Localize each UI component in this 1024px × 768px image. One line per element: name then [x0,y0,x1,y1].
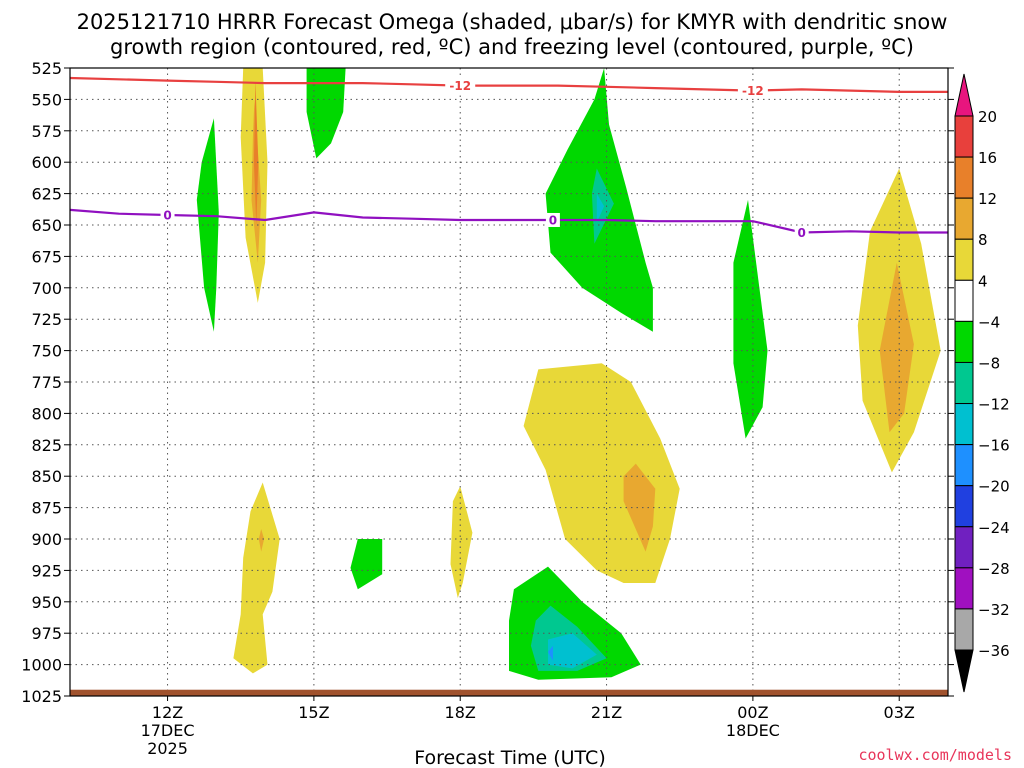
colorbar-bin-7 [954,361,974,405]
omega-colorbar: 20 16 12 8 4 −4 −8 −12 −16 −20 −24 −28 −32 −36 [954,73,1010,693]
x-tick-year-0: 2025 [147,739,188,758]
colorbar-label-7: −12 [978,396,1010,414]
colorbar-bin-10 [954,485,974,528]
omega-region-4 [306,68,346,159]
x-tick-label-0: 12Z [152,703,183,722]
colorbar-label-8: −16 [978,437,1010,455]
colorbar-label-4: 4 [978,272,988,290]
colorbar-label-6: −8 [978,354,1000,372]
colorbar-bin-13 [954,608,974,651]
ground-surface [70,689,948,696]
colorbar-bin-4 [954,238,974,281]
y-tick-label-575: 575 [31,122,62,141]
contour-label-0-1: -12 [742,84,764,98]
omega-region-18 [258,529,265,552]
colorbar-label-1: 16 [978,149,997,167]
y-tick-label-900: 900 [31,530,62,549]
y-tick-label-800: 800 [31,404,62,423]
colorbar-label-2: 12 [978,190,997,208]
y-tick-label-600: 600 [31,153,62,172]
y-tick-label-950: 950 [31,593,62,612]
y-tick-label-650: 650 [31,216,62,235]
omega-region-15 [548,633,597,669]
ground-layer [70,689,948,696]
contour-label-1-0: 0 [163,208,171,222]
colorbar-bin-6 [954,320,974,363]
contour-label-1-2: 0 [797,226,805,240]
contour-label-bg-1-0 [160,207,175,222]
omega-region-9 [596,193,605,223]
chart-title-line-2: growth region (contoured, red, ºC) and f… [110,35,914,59]
x-tick-label-5: 03Z [884,703,915,722]
omega-shading-layer [196,68,941,680]
contour-label-bg-1-2 [794,225,809,240]
y-tick-label-1000: 1000 [21,656,62,675]
y-tick-label-850: 850 [31,467,62,486]
y-tick-label-725: 725 [31,310,62,329]
contour-label-0-0: -12 [449,79,471,93]
colorbar-label-10: −24 [978,519,1010,537]
omega-region-12 [623,463,656,552]
colorbar-bin-11 [954,526,974,569]
y-tick-label-675: 675 [31,247,62,266]
colorbar-label-11: −28 [978,560,1010,578]
y-tick-label-750: 750 [31,342,62,361]
contour-line-0 [69,76,948,93]
contour-label-bg-0-1 [737,83,768,98]
x-tick-label-1: 15Z [298,703,329,722]
omega-region-11 [523,363,680,583]
x-tick-date-0: 17DEC [141,721,195,740]
y-tick-label-700: 700 [31,279,62,298]
colorbar-bin-5 [954,279,974,322]
y-tick-label-525: 525 [31,59,62,78]
site-credit: coolwx.com/models [858,746,1012,764]
colorbar-label-5: −4 [978,313,1000,331]
x-axis-label: Forecast Time (UTC) [414,747,605,768]
y-tick-label-825: 825 [31,436,62,455]
colorbar-label-0: 20 [978,108,997,126]
colorbar-bin-9 [954,444,974,487]
y-tick-label-975: 975 [31,624,62,643]
contour-label-bg-1-1 [545,212,560,227]
x-tick-label-2: 18Z [445,703,476,722]
omega-region-6 [879,262,914,433]
y-tick-label-925: 925 [31,561,62,580]
omega-region-10 [733,199,768,439]
x-tick-date-4: 18DEC [726,721,780,740]
omega-region-16 [548,645,553,661]
colorbar-bin-12 [954,567,974,610]
y-tick-label-550: 550 [31,90,62,109]
colorbar-label-12: −32 [978,601,1010,619]
y-tick-label-625: 625 [31,185,62,204]
x-tick-label-4: 00Z [737,703,768,722]
colorbar-bin-1 [954,115,974,158]
x-tick-label-3: 21Z [591,703,622,722]
contour-label-1-1: 0 [549,213,557,227]
colorbar-label-9: −20 [978,478,1010,496]
contour-label-bg-0-0 [445,78,476,93]
colorbar-bottom-arrow [954,649,974,693]
omega-region-17 [233,482,280,674]
y-tick-label-1025: 1025 [21,687,62,706]
omega-region-19 [450,486,473,598]
y-axis: 525 550 575 600 625 650 675 700 725 750 775 800 825 8… [21,59,954,706]
y-tick-label-875: 875 [31,499,62,518]
omega-region-2 [253,80,259,225]
colorbar-bin-8 [954,403,974,446]
colorbar-bin-2 [954,156,974,199]
chart-title-line-1: 2025121710 HRRR Forecast Omega (shaded, … [77,10,948,34]
omega-region-20 [350,539,383,590]
colorbar-top-arrow [954,73,974,117]
colorbar-label-3: 8 [978,231,988,249]
contour-layer: -12 -12 0 0 0 [69,76,948,240]
y-tick-label-775: 775 [31,373,62,392]
colorbar-label-13: −36 [978,642,1010,660]
colorbar-bin-3 [954,197,974,240]
grid-layer [70,68,948,696]
